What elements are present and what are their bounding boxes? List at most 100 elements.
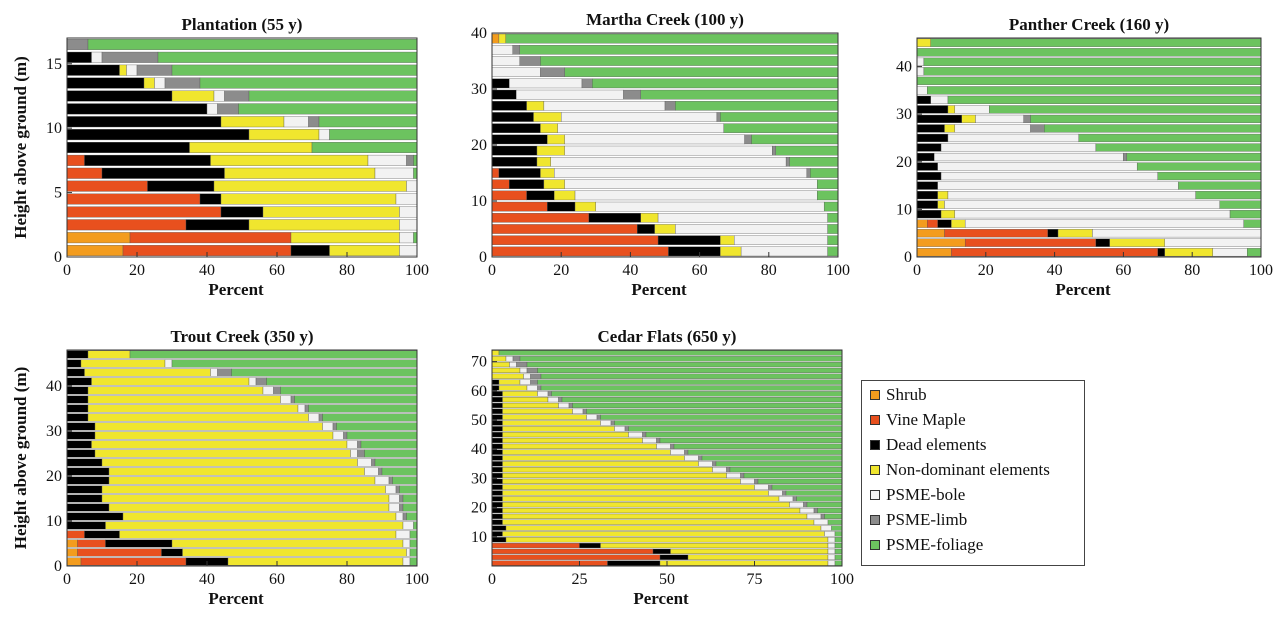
bar-segment-non-dominant-elements	[182, 548, 407, 557]
bar-segment-psme-bole	[402, 521, 414, 530]
y-tick-label: 30	[896, 106, 912, 123]
bar-segment-psme-foliage	[413, 232, 418, 244]
bar-segment-psme-foliage	[923, 57, 1262, 66]
bar-segment-non-dominant-elements	[220, 116, 285, 128]
bar-segment-non-dominant-elements	[224, 167, 376, 179]
bar-segment-psme-limb	[399, 503, 404, 512]
bar-segment-dead-elements	[607, 560, 661, 566]
y-tick-label: 15	[46, 56, 62, 73]
bar-segment-psme-bole	[944, 200, 1220, 209]
bar-segment-dead-elements	[491, 112, 534, 122]
x-tick-label: 100	[1249, 262, 1273, 279]
bar-segment-non-dominant-elements	[87, 350, 131, 359]
bar-segment-non-dominant-elements	[505, 537, 829, 543]
bar-segment-dead-elements	[66, 90, 173, 102]
bar-segment-vine-maple	[491, 190, 527, 201]
bar-segment-psme-foliage	[413, 167, 418, 179]
panel-martha-creek-100-y: 0 20 40 60 80 100 0 10 20 30 40 Martha Creek (100 y…	[471, 10, 850, 299]
bar-segment-vine-maple	[491, 179, 510, 189]
bar-segment-dead-elements	[491, 443, 503, 449]
bar-segment-psme-foliage	[1247, 248, 1262, 257]
bar-segment-psme-limb	[716, 112, 721, 122]
bar-segment-non-dominant-elements	[554, 190, 576, 201]
bar-segment-psme-bole	[126, 64, 138, 76]
bar-segment-psme-bole	[734, 235, 828, 245]
bar-segment-non-dominant-elements	[94, 449, 351, 458]
y-tick-label: 60	[471, 383, 487, 400]
bar-segment-psme-bole	[374, 167, 414, 179]
legend-swatch-vine-maple	[870, 415, 880, 425]
bar-segment-non-dominant-elements	[940, 210, 956, 219]
bar-segment-dead-elements	[491, 432, 503, 438]
bar-segment-vine-maple	[66, 193, 201, 205]
bar-segment-dead-elements	[579, 542, 601, 549]
bar-segment-dead-elements	[66, 368, 85, 377]
bar-segment-psme-limb	[547, 391, 552, 397]
bar-segment-psme-limb	[726, 467, 731, 473]
bar-segment-psme-bole	[740, 246, 828, 257]
bar-segment-psme-limb	[255, 377, 267, 386]
bar-segment-psme-bole	[280, 395, 292, 404]
bar-segment-shrub	[66, 245, 124, 257]
bar-segment-dead-elements	[66, 51, 92, 63]
bar-segment-psme-foliage	[823, 201, 839, 212]
bar-segment-psme-bole	[916, 57, 925, 66]
bar-segment-psme-limb	[343, 431, 348, 440]
bar-segment-psme-bole	[754, 484, 769, 490]
bar-segment-psme-bole	[402, 539, 411, 548]
bar-segment-psme-bole	[357, 458, 372, 467]
bar-segment-psme-bole	[698, 461, 713, 467]
bar-segment-dead-elements	[547, 201, 576, 212]
bar-segment-psme-bole	[210, 368, 218, 377]
bar-segment-psme-foliage	[930, 38, 1262, 47]
panel-title: Plantation (55 y)	[182, 15, 303, 34]
bar-segment-dead-elements	[652, 548, 671, 554]
bar-segment-dead-elements	[66, 449, 96, 458]
bar-segment-dead-elements	[491, 472, 503, 479]
y-tick-label: 40	[896, 59, 912, 76]
bar-segment-psme-foliage	[675, 101, 839, 111]
bar-segment-psme-foliage	[329, 129, 418, 141]
bar-segment-psme-foliage	[743, 472, 843, 479]
bar-segment-psme-foliage	[796, 496, 843, 502]
bar-segment-dead-elements	[290, 245, 330, 257]
bar-segment-non-dominant-elements	[720, 246, 742, 257]
bar-segment-psme-bole	[283, 116, 309, 128]
bar-segment-psme-foliage	[834, 542, 843, 549]
bar-segment-dead-elements	[491, 157, 538, 167]
bar-segment-psme-limb	[624, 426, 629, 432]
bar-segment-psme-foliage	[817, 179, 839, 189]
plot-area	[492, 33, 838, 257]
bar-segment-shrub	[916, 229, 945, 238]
legend-swatch-psme-limb	[870, 515, 880, 525]
bar-segment-psme-bole	[248, 377, 257, 386]
bar-segment-psme-bole	[558, 402, 570, 409]
bar-segment-psme-foliage	[402, 503, 418, 512]
bar-segment-non-dominant-elements	[329, 245, 400, 257]
bar-segment-non-dominant-elements	[491, 356, 507, 362]
bar-segment-psme-foliage	[806, 502, 843, 508]
bar-segment-psme-limb	[388, 476, 393, 485]
bar-segment-psme-bole	[350, 449, 358, 458]
panel-title: Trout Creek (350 y)	[170, 327, 313, 346]
bar-segment-psme-limb	[744, 134, 752, 145]
bar-segment-non-dominant-elements	[502, 507, 801, 514]
bar-segment-psme-bole	[543, 101, 666, 111]
bar-segment-psme-bole	[526, 385, 538, 391]
bar-segment-dead-elements	[66, 103, 208, 115]
x-axis-label: Percent	[208, 280, 264, 299]
x-tick-label: 40	[1047, 262, 1063, 279]
bar-segment-non-dominant-elements	[122, 512, 397, 521]
legend-label-psme-bole: PSME-bole	[886, 485, 966, 504]
bar-segment-psme-limb	[371, 458, 376, 467]
bar-segment-psme-limb	[596, 414, 601, 420]
bar-segment-psme-limb	[406, 154, 414, 166]
y-tick-label: 0	[479, 249, 487, 266]
bar-segment-psme-bole	[395, 530, 411, 539]
bar-segment-shrub	[916, 248, 952, 257]
y-tick-label: 40	[471, 25, 487, 42]
bar-segment-non-dominant-elements	[108, 503, 390, 512]
bar-segment-dead-elements	[491, 531, 503, 537]
bar-segment-psme-foliage	[687, 449, 843, 455]
bar-segment-dead-elements	[199, 193, 222, 205]
